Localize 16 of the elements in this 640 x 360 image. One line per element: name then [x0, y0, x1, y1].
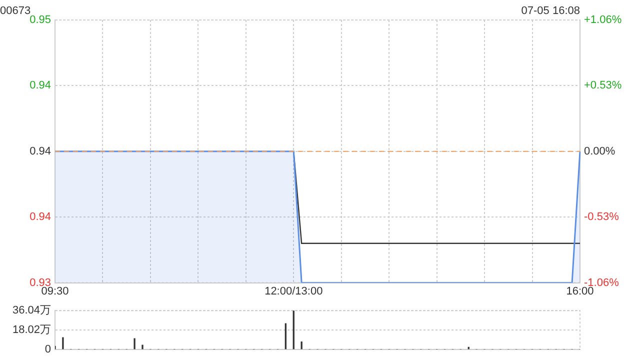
- y-tick-label: 0.94: [30, 211, 51, 224]
- x-tick-label: 09:30: [41, 285, 69, 298]
- y-tick-label: 0.94: [30, 145, 51, 158]
- y-tick-label: 0.94: [30, 80, 51, 92]
- y-tick-label: 36.04万: [12, 304, 51, 317]
- y2-tick-label: +1.06%: [584, 14, 622, 26]
- y-tick-label: 0.95: [30, 14, 51, 26]
- text: 07-05 16:08: [521, 5, 580, 18]
- y2-tick-label: -0.53%: [584, 211, 620, 224]
- y-tick-label: 18.02万: [12, 324, 51, 336]
- x-tick-label: 16:00: [566, 285, 594, 298]
- y2-tick-label: 0.00%: [584, 145, 616, 158]
- chart-title: 00673: [0, 5, 31, 18]
- y2-tick-label: +0.53%: [584, 80, 622, 92]
- x-tick-label: 12:00/13:00: [264, 285, 323, 298]
- y-tick-label: 0: [44, 343, 51, 356]
